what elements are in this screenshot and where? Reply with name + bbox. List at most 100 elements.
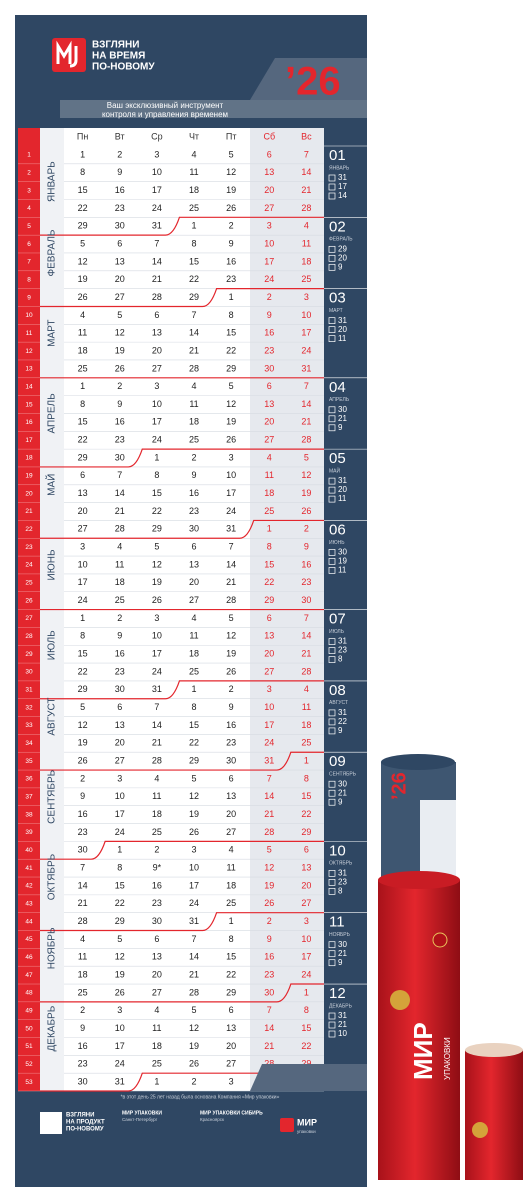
day: 4 — [229, 845, 234, 855]
month-stat: 19 — [338, 557, 347, 566]
day: 17 — [301, 952, 311, 962]
day: 19 — [226, 417, 236, 427]
day: 2 — [304, 524, 309, 534]
day: 10 — [264, 238, 274, 248]
day: 27 — [264, 203, 274, 213]
day: 21 — [301, 649, 311, 659]
slogan-line: ПО-НОВОМУ — [92, 62, 155, 73]
day: 14 — [115, 488, 125, 498]
week-number: 42 — [25, 883, 33, 890]
day: 24 — [115, 827, 125, 837]
day: 11 — [189, 631, 198, 641]
day: 22 — [226, 345, 236, 355]
ornament — [472, 1122, 488, 1138]
day: 22 — [115, 898, 125, 908]
day: 11 — [78, 952, 87, 962]
day: 2 — [229, 221, 234, 231]
day: 5 — [191, 1005, 196, 1015]
day: 25 — [189, 435, 199, 445]
day: 3 — [117, 773, 122, 783]
month-label: СЕНТЯБРЬ — [329, 772, 357, 778]
footer-logo: МИР — [297, 1117, 317, 1127]
day: 30 — [152, 916, 162, 926]
day: 30 — [264, 363, 274, 373]
week-number: 41 — [25, 865, 33, 872]
month-stat: 31 — [338, 868, 347, 877]
day: 1 — [304, 756, 309, 766]
day: 19 — [152, 577, 162, 587]
day: 12 — [152, 559, 162, 569]
week-number: 15 — [25, 401, 33, 408]
day: 14 — [301, 167, 311, 177]
month-stat: 14 — [338, 191, 347, 200]
day: 17 — [78, 577, 88, 587]
month-name: ИЮЛЬ — [47, 630, 58, 660]
day: 1 — [154, 452, 159, 462]
slogan-line: ВЗГЛЯНИ — [92, 40, 139, 51]
day: 26 — [226, 666, 236, 676]
day: 9 — [304, 542, 309, 552]
day: 19 — [189, 809, 199, 819]
day: 26 — [78, 756, 88, 766]
day: 8 — [304, 1005, 309, 1015]
week-number: 2 — [27, 169, 31, 176]
month-stat: 9 — [338, 726, 343, 735]
day: 26 — [226, 435, 236, 445]
day: 19 — [226, 649, 236, 659]
weekday: Сб — [263, 131, 275, 141]
day: 26 — [301, 506, 311, 516]
week-number: 27 — [25, 615, 33, 622]
day: 4 — [267, 452, 272, 462]
day: 3 — [304, 916, 309, 926]
day: 27 — [189, 595, 199, 605]
day: 2 — [80, 773, 85, 783]
day: 29 — [226, 363, 236, 373]
month-label: ФЕВРАЛЬ — [329, 237, 353, 243]
week-number: 40 — [25, 847, 33, 854]
day: 7 — [304, 149, 309, 159]
day: 28 — [152, 292, 162, 302]
day: 18 — [301, 720, 311, 730]
month-number: 09 — [329, 753, 346, 770]
day: 8 — [80, 167, 85, 177]
footer-logo-sub: упаковки — [297, 1129, 316, 1134]
month-number: 03 — [329, 290, 346, 307]
day: 14 — [152, 720, 162, 730]
day: 5 — [304, 452, 309, 462]
day: 31 — [152, 684, 162, 694]
footnote: *в этот день 25 лет назад была основана … — [121, 1094, 280, 1100]
day: 4 — [80, 310, 85, 320]
month-number: 05 — [329, 450, 346, 467]
day: 30 — [189, 524, 199, 534]
week-number: 35 — [25, 758, 33, 765]
month-stat: 23 — [338, 646, 347, 655]
day: 29 — [301, 827, 311, 837]
week-number: 50 — [25, 1025, 33, 1032]
day: 17 — [264, 256, 274, 266]
tube-top — [381, 754, 455, 770]
year: ’26 — [285, 60, 341, 104]
day: 10 — [78, 559, 88, 569]
day: 13 — [189, 559, 199, 569]
day: 25 — [264, 506, 274, 516]
month-name: НОЯБРЬ — [47, 927, 58, 969]
day: 16 — [78, 1041, 88, 1051]
day: 27 — [152, 987, 162, 997]
tube-rim — [378, 871, 460, 889]
day: 5 — [229, 613, 234, 623]
day: 3 — [154, 381, 159, 391]
month-stat: 22 — [338, 717, 347, 726]
day: 25 — [152, 1059, 162, 1069]
day: 31 — [115, 1076, 125, 1086]
day: 21 — [264, 1041, 274, 1051]
day: 24 — [226, 506, 236, 516]
month-number: 01 — [329, 147, 346, 164]
day: 3 — [154, 149, 159, 159]
day: 8 — [80, 399, 85, 409]
week-number: 23 — [25, 544, 33, 551]
month-stat: 8 — [338, 655, 343, 664]
day: 2 — [117, 613, 122, 623]
week-number: 38 — [25, 811, 33, 818]
day: 11 — [152, 791, 161, 801]
day: 15 — [226, 952, 236, 962]
